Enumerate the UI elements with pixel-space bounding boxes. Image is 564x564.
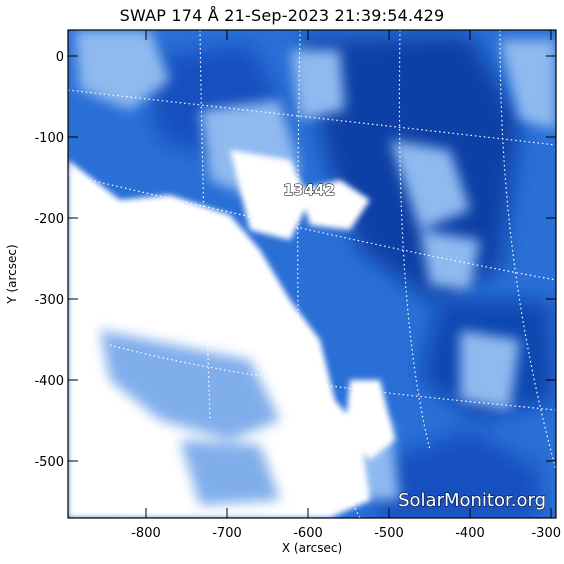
solar-disk-image: 13442 SolarMonitor.org <box>68 30 556 518</box>
y-tick-label: -100 <box>34 131 64 146</box>
active-region-label: 13442 <box>283 181 335 199</box>
y-tick-label: -500 <box>34 455 64 470</box>
y-tick-label: -400 <box>34 374 64 389</box>
y-tick-labels: 0 -100 -200 -300 -400 -500 <box>34 50 64 470</box>
coordinate-grid <box>68 30 556 518</box>
y-tick-label: 0 <box>56 50 64 65</box>
x-tick-label: -300 <box>531 526 561 541</box>
y-tick-label: -200 <box>34 212 64 227</box>
x-tick-label: -600 <box>293 526 323 541</box>
x-tick-labels: -800 -700 -600 -500 -400 -300 <box>131 526 561 541</box>
x-tick-label: -400 <box>455 526 485 541</box>
tick-marks <box>68 30 556 518</box>
x-tick-label: -500 <box>374 526 404 541</box>
x-tick-label: -700 <box>212 526 242 541</box>
solarmonitor-watermark: SolarMonitor.org <box>398 490 546 511</box>
plot-frame <box>67 29 557 519</box>
image-title: SWAP 174 Å 21-Sep-2023 21:39:54.429 <box>119 6 445 25</box>
x-axis-label: X (arcsec) <box>281 541 343 555</box>
x-tick-label: -800 <box>131 526 161 541</box>
y-axis-label: Y (arcsec) <box>5 244 19 304</box>
y-tick-label: -300 <box>34 293 64 308</box>
